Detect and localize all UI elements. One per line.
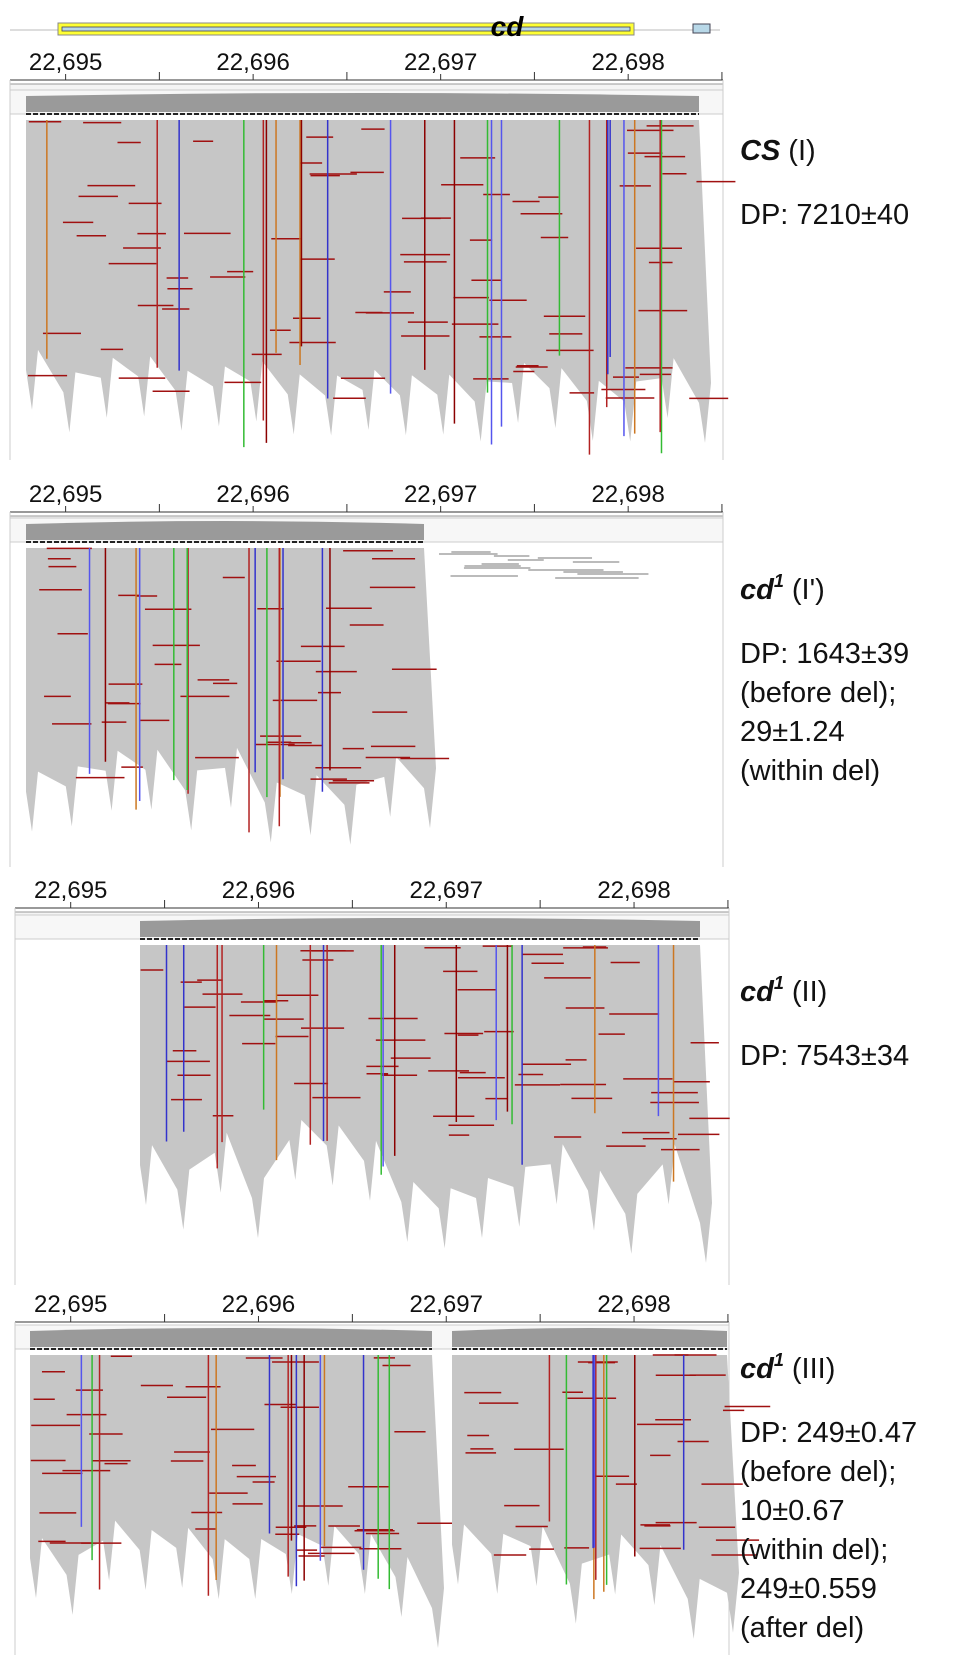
igv-panel: 22,695 22,696 22,697 22,698 cd1 (I') DP: 1643±… [9, 481, 909, 867]
depth-line: DP: 1643±39 [740, 638, 909, 670]
sample-superscript: 1 [774, 571, 784, 591]
sample-superscript: 1 [774, 973, 784, 993]
ruler-label: 22,696 [222, 1291, 295, 1318]
ruler-label: 22,696 [222, 877, 295, 904]
coverage [26, 93, 699, 112]
sample-name: cd [740, 1353, 775, 1385]
coverage [26, 521, 424, 540]
sample-tag: (II) [792, 976, 827, 1008]
ruler-label: 22,695 [29, 49, 102, 76]
depth-line: (before del); [740, 677, 896, 709]
sample-tag: (I') [792, 574, 825, 606]
ruler-label: 22,696 [216, 49, 289, 76]
sample-label: cd1 (II) [740, 973, 827, 1008]
reads [140, 945, 712, 1263]
depth-line: (within del) [740, 755, 880, 787]
ruler-label: 22,695 [34, 877, 107, 904]
sample-superscript: 1 [774, 1350, 784, 1370]
igv-panel: 22,695 22,696 22,697 22,698 CS (I) DP: 7210±40 [9, 49, 909, 460]
reads [26, 548, 436, 845]
depth-line: DP: 7210±40 [740, 199, 909, 231]
reads [26, 120, 711, 443]
ruler-label: 22,697 [404, 481, 477, 508]
ruler-label: 22,697 [410, 1291, 483, 1318]
sample-name: CS [740, 135, 781, 167]
depth-line: (after del) [740, 1612, 864, 1644]
sample-label: cd1 (I') [740, 571, 825, 606]
sample-tag: (I) [788, 135, 815, 167]
gene-next [692, 23, 711, 34]
reads [30, 1355, 444, 1649]
ruler-label: 22,697 [404, 49, 477, 76]
gene-exon [61, 26, 631, 32]
ruler-label: 22,695 [29, 481, 102, 508]
coverage [140, 918, 700, 937]
depth-line: DP: 249±0.47 [740, 1417, 917, 1449]
ruler-band [9, 83, 724, 91]
depth-line: 249±0.559 [740, 1573, 877, 1605]
ruler-label: 22,695 [34, 1291, 107, 1318]
depth-line: (before del); [740, 1456, 896, 1488]
sample-label: CS (I) [740, 135, 816, 167]
sample-name: cd [740, 976, 775, 1008]
sample-tag: (III) [792, 1353, 836, 1385]
coverage [452, 1328, 727, 1347]
gene-label: cd [491, 11, 525, 42]
depth-line: DP: 7543±34 [740, 1040, 909, 1072]
coverage [30, 1328, 432, 1347]
depth-line: 10±0.67 [740, 1495, 845, 1527]
sample-label: cd1 (III) [740, 1350, 835, 1385]
depth-line: (within del); [740, 1534, 888, 1566]
ruler-label: 22,697 [410, 877, 483, 904]
ruler-label: 22,698 [597, 877, 670, 904]
ruler-label: 22,696 [216, 481, 289, 508]
sample-name: cd [740, 574, 775, 606]
igv-panel: 22,695 22,696 22,697 22,698 cd1 (II) DP: 7543±… [14, 877, 909, 1285]
depth-line: 29±1.24 [740, 716, 845, 748]
gene-track: cd [10, 11, 720, 42]
igv-panel: 22,695 22,696 22,697 22,698 cd1 (III) DP: 249±… [14, 1291, 917, 1655]
ruler-label: 22,698 [591, 49, 664, 76]
ruler-label: 22,698 [597, 1291, 670, 1318]
ruler-label: 22,698 [591, 481, 664, 508]
